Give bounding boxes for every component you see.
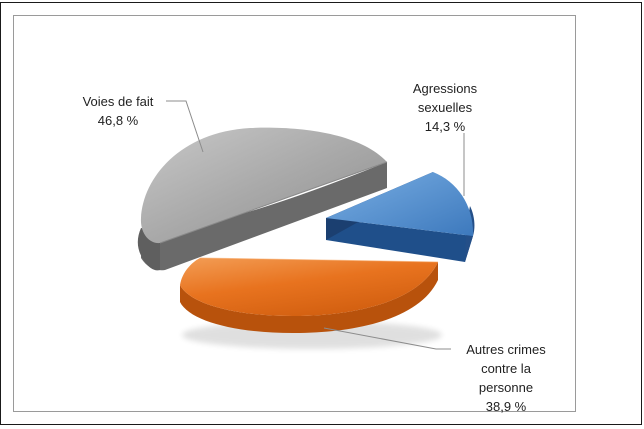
pie-slice-agressions-sexuelles <box>326 172 475 262</box>
label-voies-de-fait: Voies de fait 46,8 % <box>63 92 173 130</box>
label-line: contre la <box>481 361 531 376</box>
label-value: 38,9 % <box>485 399 527 414</box>
pie-slice-autres-crimes <box>180 257 439 334</box>
label-value: 46,8 % <box>97 113 139 128</box>
label-line: Autres crimes <box>466 342 546 357</box>
label-line: Agressions <box>412 81 478 96</box>
label-line: Voies de fait <box>82 94 154 109</box>
label-line: personne <box>478 380 534 395</box>
label-line: sexuelles <box>417 100 473 115</box>
label-autres-crimes: Autres crimes contre la personne 38,9 % <box>446 340 566 416</box>
pie-slice-voies-de-fait <box>137 127 388 271</box>
leader-line-autres-crimes <box>323 327 451 350</box>
label-agressions-sexuelles: Agressions sexuelles 14,3 % <box>390 79 500 136</box>
leader-line-voies-de-fait <box>166 100 204 153</box>
label-value: 14,3 % <box>424 119 466 134</box>
